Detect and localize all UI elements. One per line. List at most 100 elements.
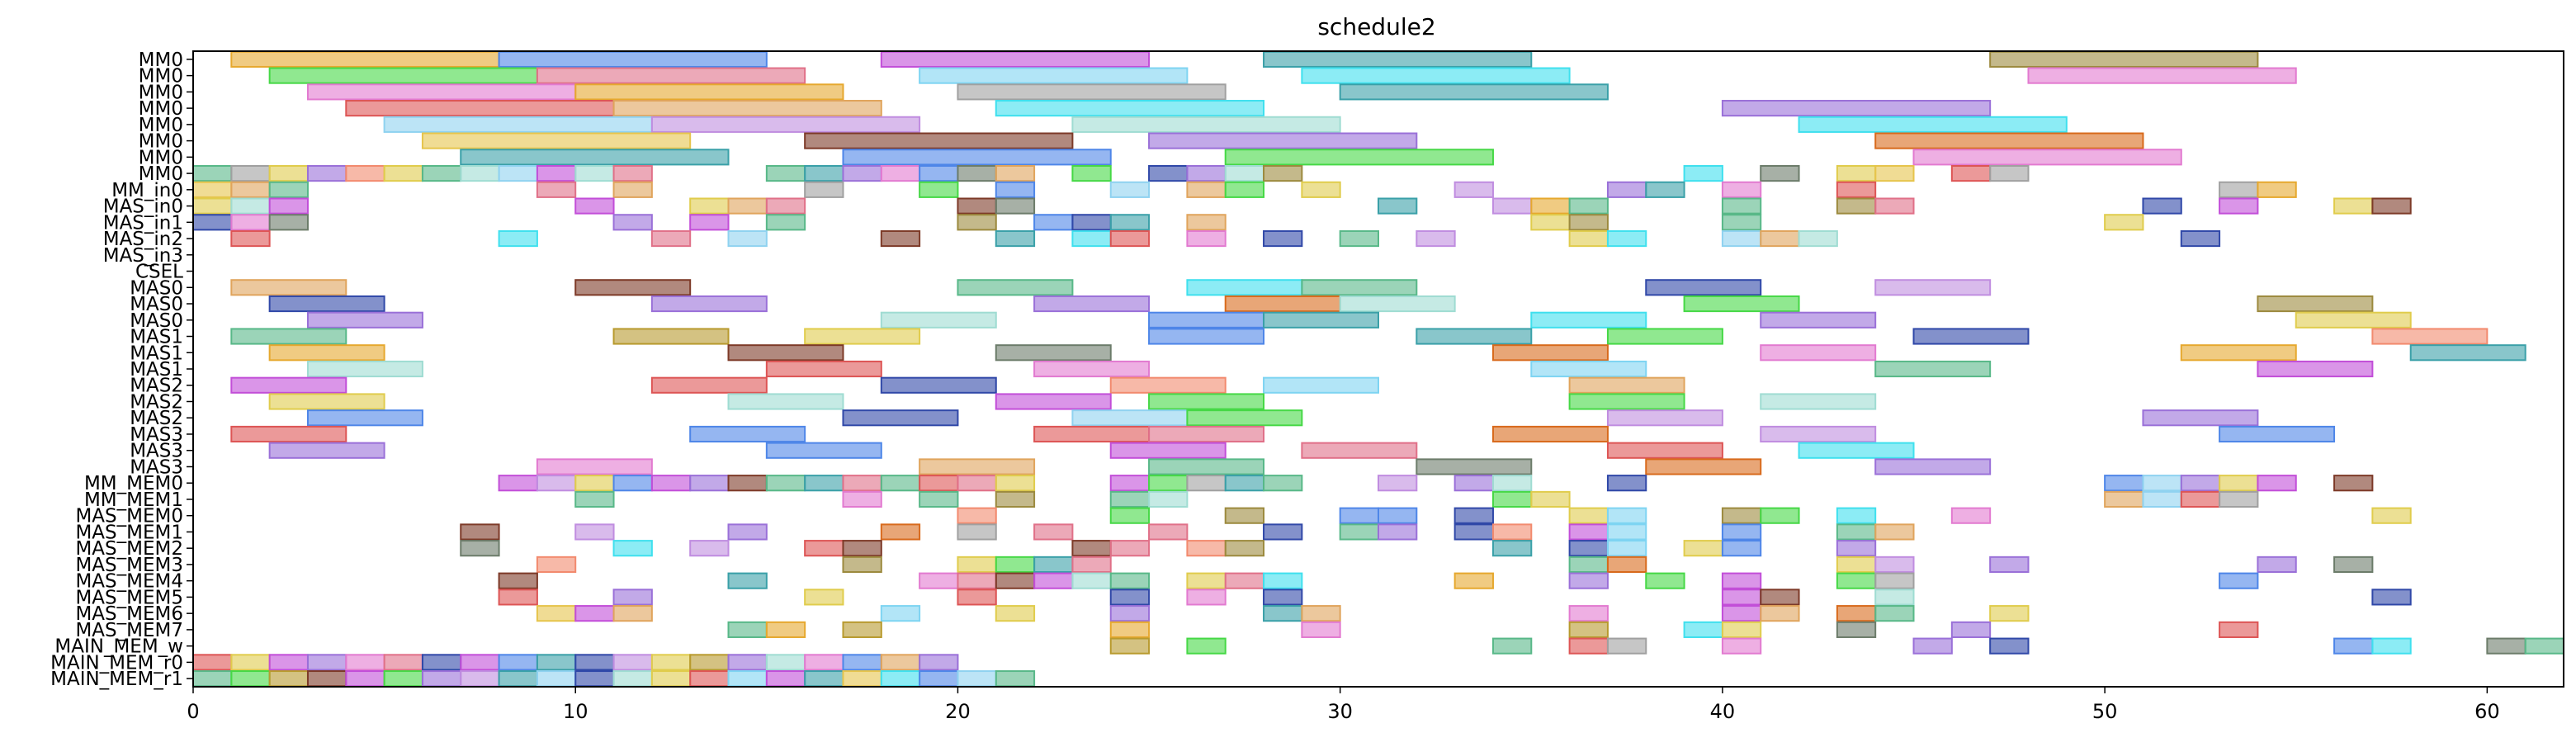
gantt-bar — [919, 490, 959, 508]
gantt-bar — [995, 181, 1036, 198]
gantt-bar — [192, 181, 233, 198]
gantt-bar — [1836, 164, 1877, 182]
gantt-bar — [536, 556, 577, 574]
gantt-bar — [995, 475, 1036, 492]
y-tick-label: MAS_MEM6 — [75, 603, 183, 625]
gantt-bar — [650, 376, 768, 394]
gantt-bar — [1568, 572, 1609, 589]
y-tick-label: MM0 — [139, 66, 183, 87]
gantt-bar — [1950, 164, 1992, 182]
y-tick-label: MM_in0 — [111, 180, 183, 201]
gantt-bar — [1798, 229, 1838, 248]
gantt-bar — [1606, 556, 1647, 574]
gantt-bar — [2257, 360, 2374, 378]
gantt-bar — [1606, 637, 1647, 655]
gantt-bar — [306, 83, 577, 101]
y-tick-label: MM_MEM1 — [84, 489, 183, 511]
gantt-bar — [268, 214, 309, 231]
gantt-bar — [1186, 181, 1227, 198]
gantt-bar — [1263, 572, 1303, 589]
gantt-bar — [2333, 475, 2374, 492]
gantt-bar — [804, 670, 844, 688]
gantt-bar — [919, 572, 959, 589]
gantt-bar — [1683, 295, 1800, 313]
gantt-bar — [345, 670, 385, 688]
gantt-bar — [1874, 605, 1915, 622]
gantt-bar — [421, 132, 692, 149]
gantt-bar — [1263, 523, 1303, 541]
gantt-bar — [727, 475, 768, 492]
y-tick-label: MAS_MEM3 — [75, 555, 183, 576]
gantt-bar — [268, 393, 385, 410]
gantt-bar — [1109, 540, 1151, 557]
gantt-bar — [1033, 214, 1074, 231]
gantt-bar — [1683, 621, 1723, 638]
gantt-bar — [1071, 540, 1112, 557]
gantt-bar — [1721, 589, 1762, 606]
gantt-bar — [765, 164, 806, 182]
gantt-bar — [880, 670, 921, 688]
gantt-bar — [1530, 197, 1571, 215]
y-tick-label: MAS2 — [130, 376, 183, 397]
y-tick-label: MM0 — [139, 50, 183, 71]
gantt-bar — [1606, 181, 1647, 198]
gantt-bar — [880, 654, 921, 671]
gantt-bar — [1721, 572, 1762, 589]
gantt-bar — [1760, 344, 1877, 362]
gantt-bar — [919, 67, 1189, 84]
gantt-bar — [995, 164, 1036, 182]
gantt-bar — [612, 654, 653, 671]
gantt-bar — [268, 295, 385, 313]
gantt-bar — [689, 214, 730, 231]
gantt-bar — [1453, 507, 1494, 524]
y-tick-label: MAS_MEM2 — [75, 538, 183, 560]
gantt-bar — [650, 295, 768, 313]
gantt-bar — [1186, 637, 1227, 655]
gantt-bar — [1721, 507, 1762, 524]
gantt-bar — [536, 670, 577, 688]
gantt-bar — [2295, 311, 2412, 329]
gantt-bar — [574, 605, 615, 622]
gantt-bar — [230, 164, 271, 182]
gantt-bar — [957, 197, 997, 215]
gantt-bar — [727, 572, 768, 589]
gantt-bar — [1224, 572, 1265, 589]
gantt-bar — [1416, 458, 1533, 475]
gantt-bar — [765, 621, 806, 638]
gantt-bar — [230, 654, 271, 671]
gantt-bar — [268, 164, 309, 182]
gantt-bar — [1989, 50, 2259, 68]
gantt-bar — [727, 670, 768, 688]
gantt-bar — [1836, 621, 1877, 638]
gantt-bar — [2219, 181, 2259, 198]
x-tick-label: 30 — [1327, 700, 1353, 723]
gantt-bar — [306, 311, 423, 329]
gantt-bar — [1989, 164, 2030, 182]
gantt-bar — [919, 458, 1036, 475]
gantt-bar — [1568, 214, 1609, 231]
gantt-bar — [1071, 572, 1112, 589]
gantt-bar — [1568, 393, 1685, 410]
y-tick-label: MAS_in2 — [103, 229, 183, 250]
gantt-bar — [1109, 442, 1227, 459]
gantt-bar — [1071, 409, 1189, 427]
y-tick-labels: MM0MM0MM0MM0MM0MM0MM0MM0MM_in0MAS_in0MAS… — [50, 50, 193, 690]
gantt-bar — [765, 197, 806, 215]
gantt-bar — [345, 100, 615, 117]
gantt-bar — [1874, 458, 1992, 475]
gantt-bar — [1148, 164, 1189, 182]
gantt-bar — [1721, 637, 1762, 655]
gantt-bar — [306, 670, 347, 688]
gantt-bar — [1148, 490, 1189, 508]
gantt-bar — [1721, 540, 1762, 557]
gantt-bar — [230, 181, 271, 198]
gantt-bar — [612, 589, 653, 606]
gantt-bar — [1645, 181, 1685, 198]
gantt-bar — [1836, 605, 1877, 622]
gantt-bar — [1950, 621, 1992, 638]
gantt-bar — [1301, 181, 1341, 198]
gantt-bar — [804, 654, 844, 671]
gantt-bar — [727, 621, 768, 638]
gantt-bar — [460, 149, 730, 166]
gantt-bar — [1530, 214, 1571, 231]
